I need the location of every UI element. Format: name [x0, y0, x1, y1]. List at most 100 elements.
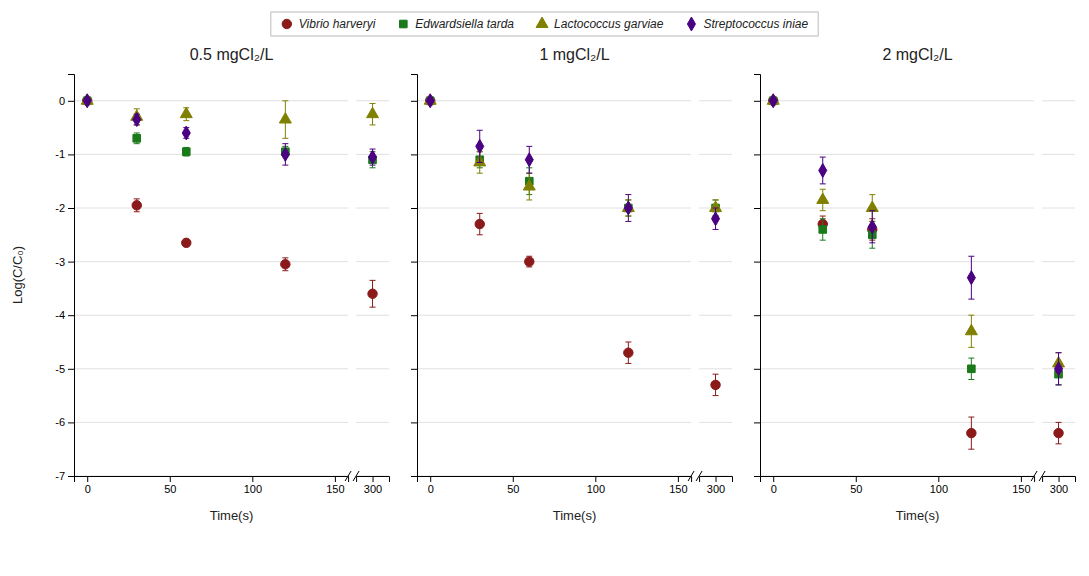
error-bar	[820, 219, 826, 240]
marker	[476, 139, 484, 153]
x-tick-label: 150	[326, 483, 344, 495]
legend: Vibrio harveryiEdwardsiella tardaLactoco…	[271, 12, 818, 36]
y-axis-line	[411, 75, 418, 477]
y-tick-mark	[754, 476, 760, 477]
x-axis-title: Time(s)	[896, 508, 940, 523]
marker	[279, 113, 291, 123]
series-point	[281, 258, 290, 271]
marker	[182, 148, 190, 156]
series-point	[819, 219, 827, 240]
marker	[968, 365, 976, 373]
series-point	[476, 130, 484, 162]
x-tick-label: 50	[850, 483, 862, 495]
marker	[769, 94, 777, 108]
x-tick: 150	[1012, 476, 1030, 495]
y-tick-mark	[411, 476, 417, 477]
y-tick	[411, 476, 417, 477]
y-tick: -5	[55, 363, 74, 375]
series-point	[625, 200, 633, 216]
error-bar	[968, 358, 974, 379]
series-point	[1054, 422, 1063, 443]
series-point	[132, 199, 141, 212]
marker	[281, 147, 289, 161]
grid-line	[74, 208, 348, 209]
x-tick-label: 50	[164, 483, 176, 495]
y-axis	[754, 75, 761, 477]
error-bar	[134, 133, 140, 144]
grid-line	[356, 315, 389, 316]
error-bar	[183, 147, 189, 156]
x-tick: 150	[326, 476, 344, 495]
x-tick-label: 0	[771, 483, 777, 495]
y-tick-mark	[754, 208, 760, 209]
grid-line	[1042, 208, 1075, 209]
series-point	[525, 256, 534, 267]
legend-label: Streptococcus iniae	[703, 17, 808, 31]
x-tick-mark	[373, 476, 374, 482]
x-tick: 0	[771, 476, 777, 495]
series-point	[426, 94, 434, 108]
x-tick-label: 100	[587, 483, 605, 495]
x-tick: 0	[428, 476, 434, 495]
grid-line	[760, 315, 1034, 316]
grid-line	[356, 208, 389, 209]
x-tick-mark	[430, 476, 431, 482]
x-axis-title: Time(s)	[210, 508, 254, 523]
grid-line	[699, 261, 732, 262]
series-point	[624, 195, 632, 222]
legend-marker	[687, 17, 695, 31]
y-tick	[754, 262, 760, 263]
x-tick: 100	[930, 476, 948, 495]
y-axis-line	[68, 75, 75, 477]
x-tick-label: 50	[507, 483, 519, 495]
legend-marker	[536, 17, 548, 27]
x-tick-mark	[595, 476, 596, 482]
grid-line	[699, 315, 732, 316]
y-tick	[754, 101, 760, 102]
y-tick	[754, 422, 760, 423]
grid-line	[74, 154, 348, 155]
y-tick-mark	[68, 154, 74, 155]
grid-line	[417, 368, 691, 369]
x-axis: 300	[357, 476, 390, 495]
y-tick-mark	[754, 101, 760, 102]
legend-item: Lactococcus garviae	[536, 17, 664, 31]
y-tick: -1	[55, 148, 74, 160]
y-tick-mark	[411, 369, 417, 370]
series-point	[817, 189, 829, 210]
x-axis-line	[75, 477, 349, 483]
y-tick-mark	[68, 208, 74, 209]
y-tick-mark	[68, 422, 74, 423]
y-tick-mark	[68, 315, 74, 316]
y-tick-label: -7	[55, 470, 65, 482]
x-axis-line	[700, 477, 733, 483]
axis-break-mark	[696, 471, 702, 481]
x-tick-mark	[87, 476, 88, 482]
marker	[525, 257, 534, 266]
marker	[133, 113, 141, 127]
x-axis-line	[418, 477, 692, 483]
y-tick-mark	[411, 262, 417, 263]
x-tick-label: 300	[707, 483, 725, 495]
y-tick-mark	[68, 369, 74, 370]
x-tick-mark	[716, 476, 717, 482]
legend-item: Streptococcus iniae	[687, 17, 808, 31]
legend-item: Edwardsiella tarda	[400, 17, 515, 31]
y-axis: 0-1-2-3-4-5-6-7	[55, 75, 74, 483]
marker	[868, 220, 876, 234]
grid	[760, 101, 1075, 476]
legend-label: Edwardsiella tarda	[415, 17, 514, 31]
x-tick: 300	[707, 476, 725, 495]
plot-area	[710, 200, 722, 396]
marker	[525, 153, 533, 167]
marker	[711, 380, 720, 389]
panel-title: 0.5 mgCl₂/L	[190, 46, 274, 63]
x-tick: 300	[1050, 476, 1068, 495]
marker	[369, 150, 377, 164]
x-tick-mark	[252, 476, 253, 482]
marker	[819, 226, 827, 234]
marker	[426, 94, 434, 108]
series-point	[279, 101, 291, 139]
y-tick: -4	[55, 309, 74, 321]
grid-line	[417, 422, 691, 423]
